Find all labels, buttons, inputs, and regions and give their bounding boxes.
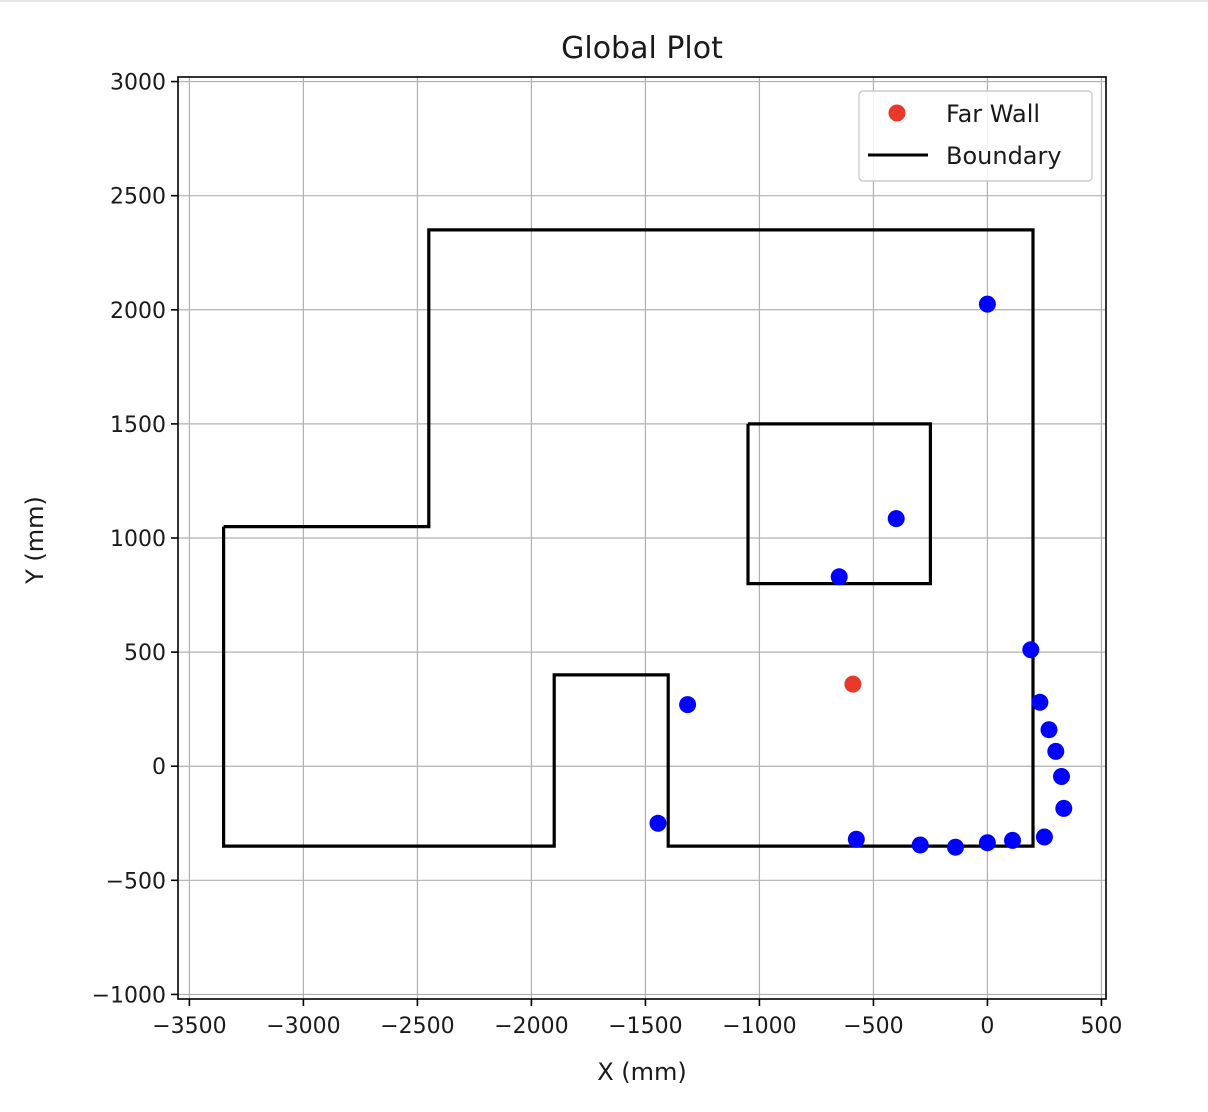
grid-layer xyxy=(178,77,1106,999)
x-tick-label: −1000 xyxy=(722,1014,796,1039)
scan-point xyxy=(847,830,865,848)
scan-point xyxy=(978,834,996,852)
x-tick-label: −1500 xyxy=(608,1014,682,1039)
scan-point xyxy=(1004,831,1021,849)
scan-point xyxy=(1053,768,1070,785)
y-tick-label: 2500 xyxy=(110,185,166,210)
legend-box xyxy=(858,90,1093,182)
y-tick-label: −500 xyxy=(106,869,166,894)
x-tick-label: −3500 xyxy=(152,1014,226,1039)
x-tick-label: 0 xyxy=(980,1014,994,1039)
top-divider xyxy=(0,0,1208,2)
scan-point xyxy=(1055,799,1073,817)
x-tick-label: 500 xyxy=(1080,1014,1122,1039)
scan-point xyxy=(1031,693,1049,711)
scan-point xyxy=(1040,721,1058,739)
legend: Far Wall Boundary xyxy=(858,90,1093,182)
scan-point xyxy=(911,836,929,854)
chart-title: Global Plot xyxy=(561,31,723,66)
y-tick-label: 2000 xyxy=(110,299,166,324)
y-tick-label: 1500 xyxy=(110,413,166,438)
x-tick-label: −2500 xyxy=(380,1014,454,1039)
scan-point xyxy=(649,814,667,832)
x-tick-label: −3000 xyxy=(266,1014,340,1039)
x-tick-label: −2000 xyxy=(494,1014,568,1039)
plot-frame xyxy=(177,76,1107,1000)
y-axis-ticks: −1000 −500 0 500 1000 1500 2000 2500 3000 xyxy=(92,71,178,1008)
scan-point xyxy=(978,295,996,313)
scan-point xyxy=(1035,828,1053,846)
y-tick-label: 1000 xyxy=(110,527,166,552)
far-wall-point xyxy=(844,675,862,693)
scan-point xyxy=(1047,742,1065,760)
x-axis-label: X (mm) xyxy=(597,1058,687,1086)
legend-far-wall-label: Far Wall xyxy=(946,100,1040,128)
x-tick-label: −500 xyxy=(843,1014,903,1039)
boundary-line xyxy=(222,228,1035,848)
scan-point xyxy=(1022,641,1040,659)
legend-far-wall-marker xyxy=(888,104,906,122)
boundary-line xyxy=(746,422,933,586)
scan-point xyxy=(830,568,848,586)
y-axis-label: Y (mm) xyxy=(21,496,49,585)
scan-point xyxy=(679,696,697,714)
y-tick-label: −1000 xyxy=(92,983,166,1008)
scan-point xyxy=(887,510,905,528)
y-tick-label: 3000 xyxy=(110,71,166,96)
y-tick-label: 0 xyxy=(152,755,166,780)
x-axis-ticks: −3500 −3000 −2500 −2000 −1500 −1000 −500 0 500 xyxy=(152,999,1122,1039)
y-tick-label: 500 xyxy=(124,641,166,666)
legend-boundary-label: Boundary xyxy=(946,142,1062,170)
series-layer xyxy=(222,228,1073,856)
scan-point xyxy=(947,838,964,856)
